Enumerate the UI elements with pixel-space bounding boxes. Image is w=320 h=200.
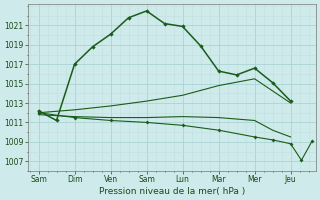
X-axis label: Pression niveau de la mer( hPa ): Pression niveau de la mer( hPa ) bbox=[99, 187, 245, 196]
